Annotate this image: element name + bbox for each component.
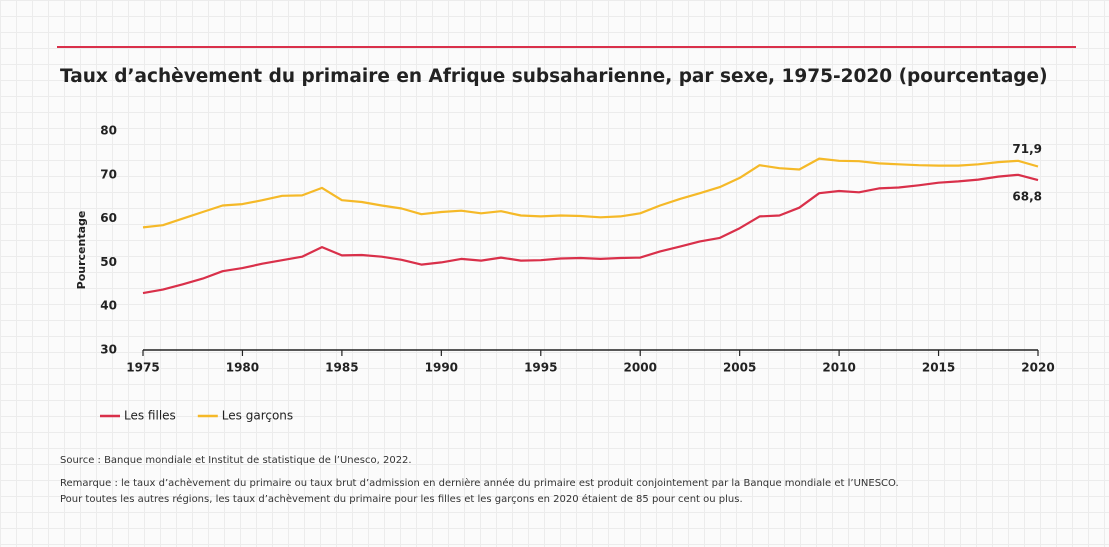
x-tick-label: 2000 [624, 361, 657, 375]
x-tick-label: 1975 [126, 361, 159, 375]
y-tick-label: 60 [100, 211, 117, 225]
data-label: 68,8 [1012, 190, 1042, 204]
x-tick-label: 1980 [226, 361, 259, 375]
y-tick-label: 30 [100, 343, 117, 357]
x-tick-label: 2005 [723, 361, 756, 375]
legend-label: Les filles [124, 409, 176, 423]
line-series [142, 173, 1039, 295]
data-label: 71,9 [1012, 142, 1042, 156]
note-line: Pour toutes les autres régions, les taux… [60, 493, 743, 505]
y-tick-label: 70 [100, 167, 117, 181]
x-tick-label: 1985 [325, 361, 358, 375]
note-line: Remarque : le taux d’achèvement du prima… [60, 477, 899, 489]
x-tick-label: 2015 [922, 361, 955, 375]
x-tick-label: 1995 [524, 361, 557, 375]
y-tick-label: 80 [100, 124, 117, 138]
legend-label: Les garçons [222, 409, 293, 423]
y-axis-label: Pourcentage [75, 211, 88, 290]
y-tick-label: 40 [100, 299, 117, 313]
x-tick-label: 2020 [1021, 361, 1054, 375]
source: Source : Banque mondiale et Institut de … [60, 455, 412, 466]
x-tick-label: 2010 [822, 361, 855, 375]
x-tick-label: 1990 [425, 361, 458, 375]
line-series [142, 157, 1039, 229]
chart-title: Taux d’achèvement du primaire en Afrique… [60, 66, 1048, 87]
y-tick-label: 50 [100, 255, 117, 269]
